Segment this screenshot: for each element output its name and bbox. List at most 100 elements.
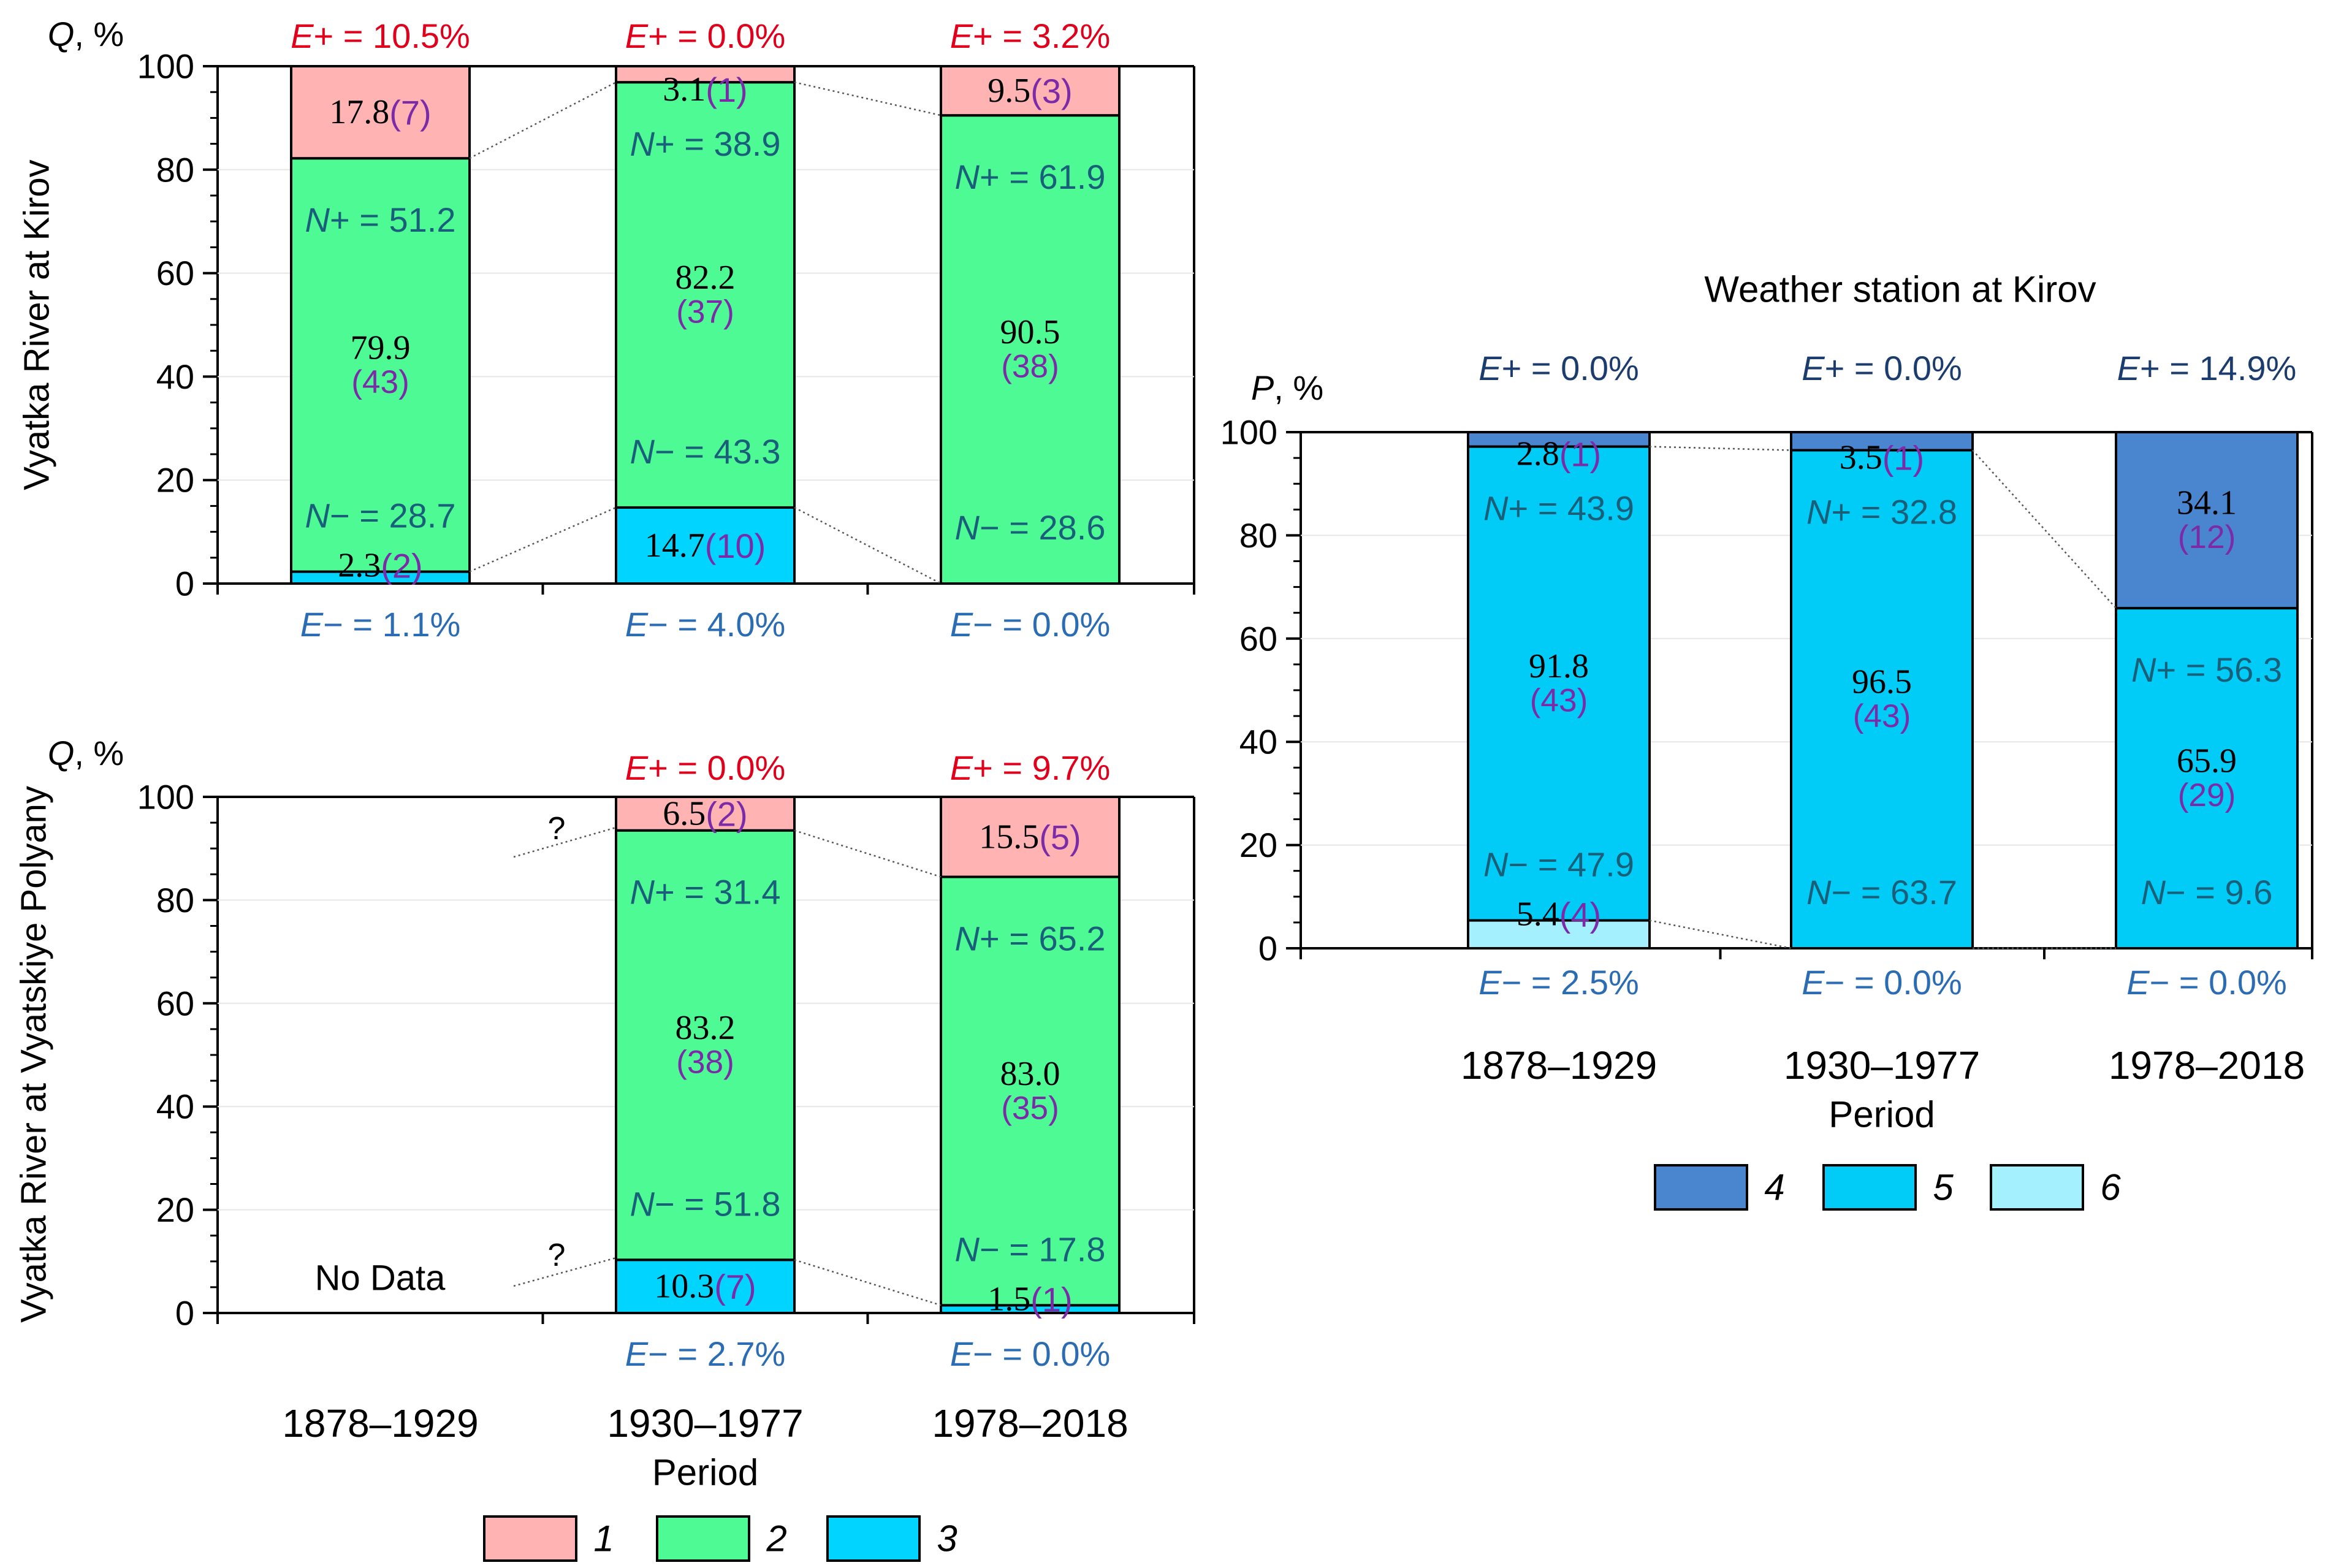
panel-2-bar-2-e-minus: E− = 2.7% [625,1334,786,1373]
panel-3-bar-3-label-4-count: (12) [2178,519,2236,555]
panel-1-bar-2-segment-2 [615,81,796,509]
panel-3-bar-1-segment-5 [1467,445,1651,922]
panel-3-category-3: 1978–2018 [2109,1043,2305,1087]
panel-2-side-label: Vyatka River at Vyatskiye Polyany [14,786,54,1323]
panel-2-ytick-label: 40 [156,1087,194,1126]
panel-2-bar-2-e-plus: E+ = 0.0% [625,748,786,787]
panel-3-legend-label-6: 6 [2100,1167,2121,1208]
panel-3-bar-1-label-5-count: (43) [1530,683,1588,719]
panel-2-ytick-label: 80 [156,881,194,919]
panel-1-ytick-label: 20 [156,461,194,500]
panel-2-ytick-label: 100 [137,778,194,816]
panel-3-bar-1-label-4: 2.8(1) [1517,435,1601,473]
panel-3-bar-1-segment-4 [1467,431,1651,448]
panel-2-bar-2-label-2-count: (38) [676,1045,734,1081]
panel-1-bar-2-label-2-value: 82.2 [676,259,736,297]
panel-1-bar-1-segment-2 [290,157,471,573]
panel-3-xlabel: Period [1829,1094,1935,1135]
panel-3-bar-3-e-minus: E− = 0.0% [2126,963,2287,1002]
panel-1-bar-1-label-2-value: 79.9 [351,329,411,367]
panel-1-bar-2-label-1: 3.1(1) [663,70,747,109]
panel-3-bar-3-n-plus: N+ = 56.3 [2131,650,2282,689]
panel-1-bar-3-e-plus: E+ = 3.2% [950,17,1111,55]
panel-3-ytick-label: 100 [1220,413,1277,452]
panel-1-bar-3-segment-2 [940,114,1121,585]
panel-3-connector-top [1649,446,1792,451]
panel-3-bar-3-segment-5 [2115,607,2299,950]
panel-3-legend-label-4: 4 [1764,1167,1784,1208]
panel-2-connector-top [794,829,942,878]
panel-1-bar-2-segment-1 [615,65,796,84]
panel-2-bar-3-label-2-count: (35) [1001,1090,1059,1126]
panel-3-bar-2-label-4: 3.5(1) [1840,438,1924,477]
panel-3-bar-2-segment-5 [1790,449,1974,950]
panel-2-category-1: 1878–1929 [282,1401,478,1445]
panel-3-bar-3-e-plus: E+ = 14.9% [2117,349,2297,387]
panel-2-bar-2-label-1: 6.5(2) [663,794,747,833]
panel-2-bar-3-label-1: 15.5(5) [979,818,1081,856]
panel-2-bar-2-n-minus: N− = 51.8 [630,1184,781,1223]
panel-1-bar-1-label-3: 2.3(2) [338,546,422,585]
panel-1-bar-3-n-minus: N− = 28.6 [955,508,1106,547]
panel-3-connector-top [1972,449,2117,609]
panel-2-ytick-label: 20 [156,1190,194,1229]
panel-2-bar-2-label-2-value: 83.2 [676,1009,736,1047]
panel-3-bar-2-n-plus: N+ = 32.8 [1806,492,1957,531]
panel-2-legend-swatch-3 [826,1515,921,1562]
panel-2-xlabel: Period [652,1452,758,1493]
panel-3-legend-swatch-6 [1990,1164,2084,1211]
panel-2-category-2: 1930–1977 [607,1401,803,1445]
panel-1-bar-3-label-2-count: (38) [1001,349,1059,385]
panel-1-bar-3-label-2-value: 90.5 [1000,313,1060,351]
panel-2-question-bottom: ? [548,1238,566,1273]
panel-2-no-data: No Data [315,1258,446,1298]
panel-1-bar-2-segment-3 [615,506,796,585]
panel-3-category-1: 1878–1929 [1461,1043,1657,1087]
panel-1-bar-1-n-minus: N− = 28.7 [305,496,456,535]
panel-1-bar-1-segment-1 [290,65,471,160]
panel-2-legend-swatch-2 [656,1515,750,1562]
panel-2-legend-label-1: 1 [593,1518,614,1559]
panel-2-bar-3-n-minus: N− = 17.8 [955,1230,1106,1268]
panel-1-connector-bottom [794,506,942,585]
panel-2-bar-3-e-minus: E− = 0.0% [950,1334,1111,1373]
panel-1-ytick-label: 80 [156,150,194,189]
panel-3-ylabel: P, % [1251,368,1323,407]
panel-1-side-label: Vyatka River at Kirov [17,159,57,490]
panel-1-bar-2-n-plus: N+ = 38.9 [630,124,781,163]
panel-3-bar-2-e-plus: E+ = 0.0% [1802,349,1962,387]
panel-2-legend-label-2: 2 [766,1518,786,1559]
panel-3-connector-bottom [1649,919,1792,950]
panel-1-bar-2-label-2-count: (37) [676,294,734,330]
panel-3-title: Weather station at Kirov [1704,269,2096,310]
panel-3-bar-1-label-5-value: 91.8 [1529,647,1589,685]
panel-2-bar-2-segment-1 [615,796,796,832]
panel-3-bar-2-label-5-value: 96.5 [1852,663,1912,701]
panel-1-connector-top [469,82,617,159]
panel-2-bar-2-n-plus: N+ = 31.4 [630,872,781,911]
panel-3-bar-3-label-5-value: 65.9 [2177,742,2237,780]
panel-2-bar-3-label-2-value: 83.0 [1000,1055,1060,1093]
panel-3-bar-3-n-minus: N− = 9.6 [2141,873,2273,911]
panel-1-bar-1-e-minus: E− = 1.1% [300,605,461,644]
panel-3-ytick-label: 20 [1239,826,1277,864]
panel-2-ylabel: Q, % [48,734,124,772]
panel-3-bar-1-label-6: 5.4(4) [1517,895,1601,934]
panel-2-connector-unknown-bottom [513,1257,617,1287]
panel-1-bar-3-e-minus: E− = 0.0% [950,605,1111,644]
panel-1-ytick-label: 0 [175,565,194,603]
panel-1-bar-1-label-1: 17.8(7) [329,93,431,132]
panel-2-legend-swatch-1 [483,1515,577,1562]
panel-3-ytick-label: 60 [1239,619,1277,658]
panel-1-bar-2-n-minus: N− = 43.3 [630,432,781,470]
panel-3-bar-3-label-4-value: 34.1 [2177,484,2237,522]
panel-3-bar-3-label-5-count: (29) [2178,777,2236,813]
panel-1-bar-2-label-3: 14.7(10) [645,526,766,565]
panel-2-bar-3-n-plus: N+ = 65.2 [955,919,1106,957]
panel-1-connector-bottom [469,506,617,573]
panel-2-bar-3-label-3: 1.5(1) [988,1280,1072,1319]
panel-3-legend-swatch-5 [1822,1164,1917,1211]
panel-3-bar-1-e-plus: E+ = 0.0% [1479,349,1639,387]
panel-3-bar-2-label-5-count: (43) [1853,698,1911,734]
